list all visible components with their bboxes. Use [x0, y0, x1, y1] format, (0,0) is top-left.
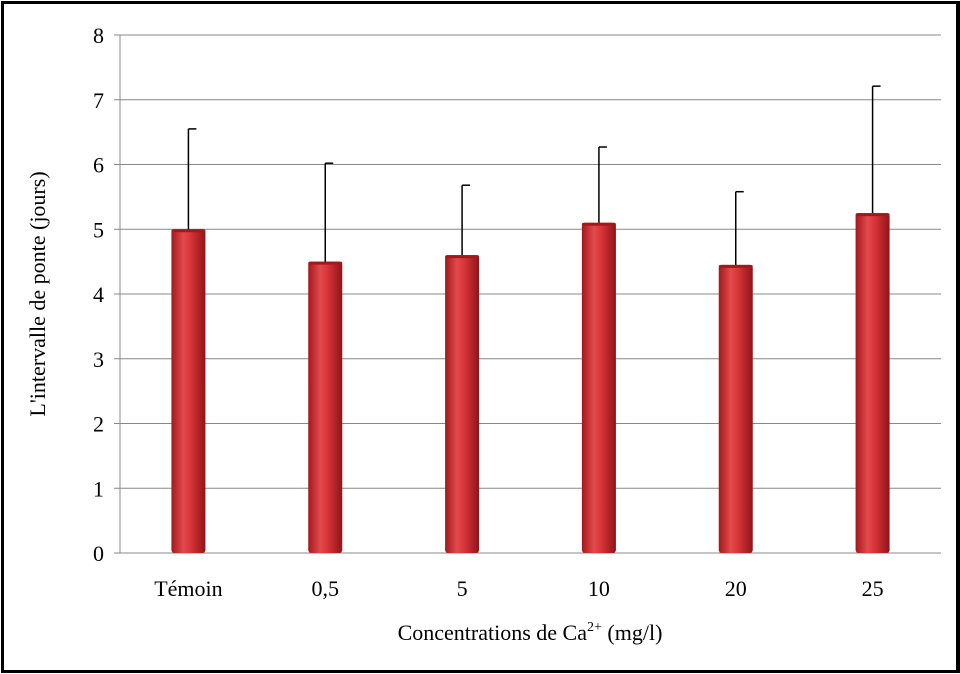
y-tick-label: 8: [93, 23, 104, 48]
bar-top-shade: [855, 213, 890, 217]
x-tick-label: Témoin: [154, 576, 222, 601]
x-tick-label: 25: [862, 576, 884, 601]
bar-top-shade: [308, 261, 343, 265]
y-axis-title: L'intervalle de ponte (jours): [25, 171, 50, 416]
x-tick-label: 0,5: [312, 576, 340, 601]
y-tick-label: 4: [93, 282, 104, 307]
y-tick-label: 3: [93, 347, 104, 372]
y-tick-label: 5: [93, 217, 104, 242]
bar: [581, 222, 616, 553]
bar-top-shade: [718, 264, 753, 268]
bar: [171, 229, 206, 553]
x-tick-label: 5: [457, 576, 468, 601]
x-tick-label: 20: [725, 576, 747, 601]
bar: [855, 213, 890, 553]
bar-top-shade: [445, 255, 480, 259]
y-tick-label: 2: [93, 412, 104, 437]
x-axis-title: Concentrations de Ca2+ (mg/l): [398, 620, 663, 645]
y-tick-label: 7: [93, 88, 104, 113]
bar-top-shade: [171, 229, 206, 233]
x-tick-label: 10: [588, 576, 610, 601]
bar: [718, 264, 753, 553]
y-tick-label: 6: [93, 153, 104, 178]
y-tick-label: 0: [93, 541, 104, 566]
bar: [445, 255, 480, 553]
bar-top-shade: [581, 222, 616, 226]
y-tick-label: 1: [93, 476, 104, 501]
bar: [308, 261, 343, 553]
